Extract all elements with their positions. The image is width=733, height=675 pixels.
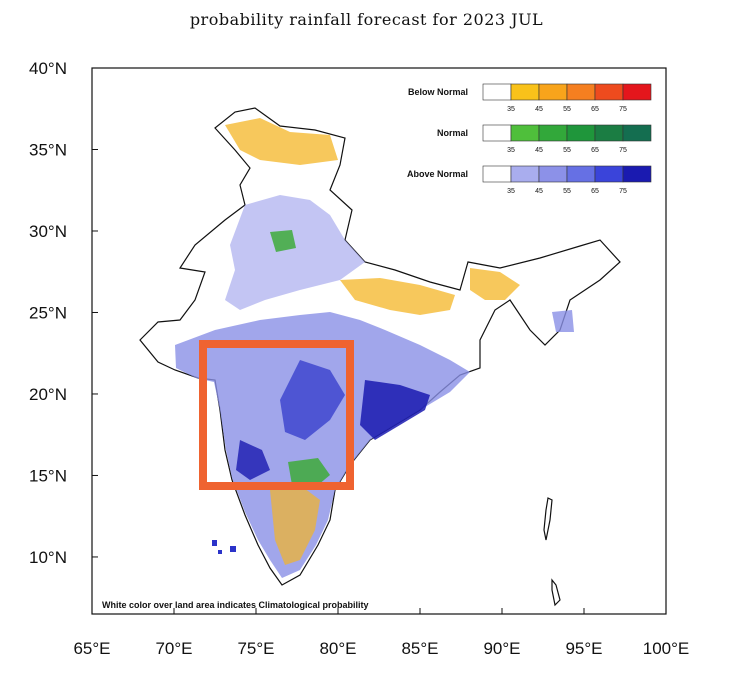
legend-swatch bbox=[566, 124, 596, 142]
y-tick-label: 30°N bbox=[29, 222, 67, 241]
above-normal-northeast bbox=[552, 310, 574, 332]
legend-swatch bbox=[566, 83, 596, 101]
legend-tick-label: 65 bbox=[591, 147, 599, 154]
legend-swatch bbox=[482, 124, 512, 142]
legend-swatch bbox=[510, 83, 540, 101]
legend-tick-label: 75 bbox=[619, 147, 627, 154]
y-axis: 40°N 35°N 30°N 25°N 20°N 15°N 10°N bbox=[29, 59, 98, 567]
legend-tick-label: 35 bbox=[507, 188, 515, 195]
legend-swatch bbox=[538, 83, 568, 101]
legend-swatch bbox=[510, 165, 540, 183]
x-tick-label: 85°E bbox=[401, 639, 438, 658]
legend-tick-label: 55 bbox=[563, 188, 571, 195]
x-tick-label: 80°E bbox=[319, 639, 356, 658]
legend-swatch bbox=[622, 124, 652, 142]
plot-frame bbox=[91, 67, 667, 615]
legend-swatch bbox=[622, 165, 652, 183]
x-tick-label: 75°E bbox=[237, 639, 274, 658]
below-normal-central bbox=[340, 278, 455, 315]
x-tick-label: 100°E bbox=[643, 639, 690, 658]
x-tick-label: 70°E bbox=[155, 639, 192, 658]
legend: Below Normal 35 45 55 65 75 Normal 35 45 55 65 75 Ab… bbox=[407, 83, 652, 195]
legend-title: Above Normal bbox=[407, 169, 468, 179]
x-tick-label: 95°E bbox=[565, 639, 602, 658]
below-normal-north bbox=[225, 118, 338, 165]
above-normal-field bbox=[175, 312, 470, 578]
below-normal-northeast bbox=[470, 268, 520, 300]
legend-tick-label: 45 bbox=[535, 147, 543, 154]
legend-tick-label: 45 bbox=[535, 188, 543, 195]
legend-tick-label: 65 bbox=[591, 188, 599, 195]
legend-swatch bbox=[594, 165, 624, 183]
legend-title: Below Normal bbox=[408, 87, 468, 97]
probability-fields bbox=[175, 118, 574, 578]
legend-tick-label: 35 bbox=[507, 106, 515, 113]
legend-tick-label: 75 bbox=[619, 188, 627, 195]
legend-tick-label: 55 bbox=[563, 106, 571, 113]
y-tick-label: 10°N bbox=[29, 548, 67, 567]
highlight-box bbox=[199, 340, 354, 490]
legend-swatch bbox=[538, 165, 568, 183]
x-tick-label: 90°E bbox=[483, 639, 520, 658]
y-tick-label: 15°N bbox=[29, 466, 67, 485]
legend-swatch bbox=[482, 83, 512, 101]
lakshadweep-islands bbox=[212, 540, 236, 554]
andaman-islands bbox=[543, 497, 561, 607]
legend-swatch bbox=[622, 83, 652, 101]
legend-tick-label: 45 bbox=[535, 106, 543, 113]
x-axis: 65°E 70°E 75°E 80°E 85°E 90°E 95°E 100°E bbox=[73, 608, 689, 658]
map-title: probability rainfall forecast for 2023 J… bbox=[189, 10, 544, 29]
legend-tick-label: 35 bbox=[507, 147, 515, 154]
normal-patch-north bbox=[270, 230, 296, 252]
below-normal-south bbox=[270, 485, 320, 565]
y-tick-label: 35°N bbox=[29, 140, 67, 159]
above-normal-strong-west bbox=[236, 440, 270, 480]
above-normal-strong-east bbox=[360, 380, 430, 440]
above-normal-strong-central bbox=[280, 360, 345, 440]
legend-tick-label: 65 bbox=[591, 106, 599, 113]
x-tick-label: 65°E bbox=[73, 639, 110, 658]
legend-tick-label: 75 bbox=[619, 106, 627, 113]
legend-tick-label: 55 bbox=[563, 147, 571, 154]
y-tick-label: 40°N bbox=[29, 59, 67, 78]
legend-title: Normal bbox=[437, 128, 468, 138]
above-normal-north bbox=[225, 195, 365, 310]
y-tick-label: 25°N bbox=[29, 303, 67, 322]
climatology-note: White color over land area indicates Cli… bbox=[102, 600, 369, 610]
y-tick-label: 20°N bbox=[29, 385, 67, 404]
legend-swatch bbox=[594, 124, 624, 142]
legend-swatch bbox=[482, 165, 512, 183]
legend-swatch bbox=[510, 124, 540, 142]
legend-swatch bbox=[566, 165, 596, 183]
legend-swatch bbox=[594, 83, 624, 101]
legend-swatch bbox=[538, 124, 568, 142]
